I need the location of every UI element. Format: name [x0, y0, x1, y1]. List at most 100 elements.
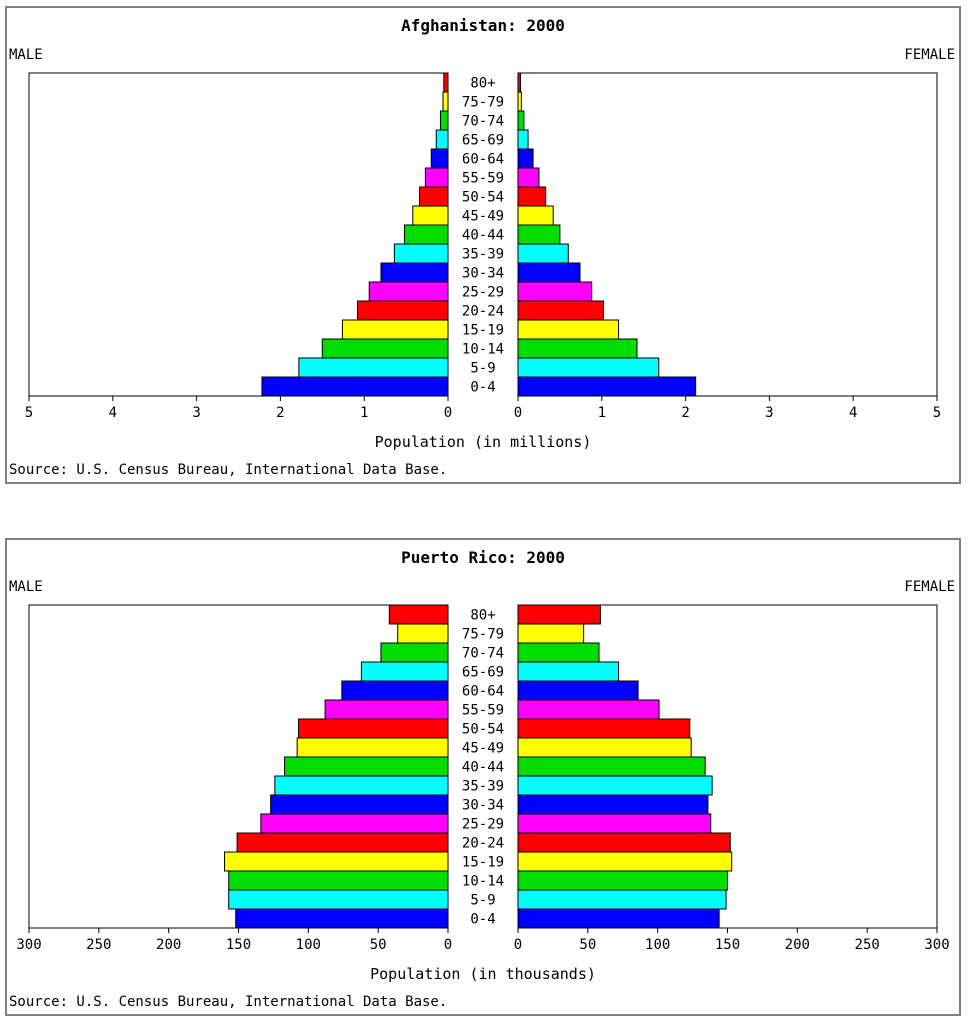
female-bar: [517, 205, 554, 226]
female-bar: [517, 300, 604, 321]
female-bar: [517, 148, 534, 169]
age-group-label: 0-4: [470, 380, 495, 396]
pyramid-chart-afghanistan: Afghanistan: 2000 MALE FEMALE 80+ 75-79 70-74…: [9, 16, 955, 478]
age-group-label: 30-34: [462, 798, 504, 814]
age-group-label: 40-44: [462, 228, 504, 244]
male-bar: [298, 357, 449, 378]
male-bar: [393, 243, 449, 264]
male-bar: [298, 718, 449, 739]
male-tick-label: 300: [16, 937, 41, 953]
female-tick-label: 4: [849, 405, 857, 421]
female-tick-label: 3: [765, 405, 773, 421]
age-group-label: 5-9: [470, 893, 495, 909]
male-bar: [284, 756, 449, 777]
female-tick-label: 50: [579, 937, 596, 953]
female-bar: [517, 281, 593, 302]
female-tick-label: 2: [681, 405, 689, 421]
female-bar: [517, 642, 600, 663]
male-tick-label: 100: [296, 937, 321, 953]
chart-title: Afghanistan: 2000: [401, 16, 565, 35]
male-bar: [430, 148, 449, 169]
female-tick-label: 300: [924, 937, 949, 953]
female-bar: [517, 224, 561, 245]
female-label: FEMALE: [904, 579, 955, 595]
male-tick-label: 3: [192, 405, 200, 421]
age-group-label: 10-14: [462, 342, 504, 358]
female-tick-label: 250: [855, 937, 880, 953]
male-bar: [419, 186, 449, 207]
age-group-label: 35-39: [462, 779, 504, 795]
age-group-label: 15-19: [462, 855, 504, 871]
female-bar: [517, 319, 620, 340]
male-bar: [442, 91, 449, 112]
female-bar: [517, 718, 691, 739]
female-tick-label: 0: [514, 405, 522, 421]
female-bar: [517, 604, 601, 625]
female-bar: [517, 756, 706, 777]
male-tick-label: 150: [226, 937, 251, 953]
male-bar: [412, 205, 449, 226]
male-bar: [356, 300, 449, 321]
pyramid-panel-puerto-rico: Puerto Rico: 2000 MALE FEMALE 80+ 75-79 70-74…: [5, 538, 961, 1016]
pyramid-panel-afghanistan: Afghanistan: 2000 MALE FEMALE 80+ 75-79 70-74…: [5, 6, 961, 484]
female-bar: [517, 243, 569, 264]
male-bar: [403, 224, 449, 245]
male-bar: [435, 129, 449, 150]
female-tick-label: 200: [785, 937, 810, 953]
female-bar: [517, 110, 525, 131]
age-group-label: 15-19: [462, 323, 504, 339]
female-bar: [517, 91, 522, 112]
female-bar: [517, 699, 660, 720]
age-group-label: 65-69: [462, 665, 504, 681]
male-bar: [380, 642, 449, 663]
male-bar: [360, 661, 449, 682]
female-bar: [517, 775, 713, 796]
x-axis-label: Population (in thousands): [370, 965, 596, 983]
male-bar: [368, 281, 449, 302]
male-bar: [324, 699, 449, 720]
male-tick-label: 4: [109, 405, 117, 421]
age-group-label: 70-74: [462, 646, 504, 662]
male-bar: [236, 832, 449, 853]
age-group-label: 65-69: [462, 133, 504, 149]
age-group-label: 45-49: [462, 209, 504, 225]
age-group-label: 25-29: [462, 285, 504, 301]
male-bar: [261, 376, 449, 397]
male-label: MALE: [9, 579, 43, 595]
male-bar: [270, 794, 449, 815]
source-note: Source: U.S. Census Bureau, Internationa…: [9, 462, 447, 478]
female-bar: [517, 129, 529, 150]
male-bar: [341, 319, 449, 340]
female-tick-label: 1: [598, 405, 606, 421]
male-tick-label: 2: [276, 405, 284, 421]
male-bar: [228, 889, 449, 910]
female-bar: [517, 623, 585, 644]
age-group-label: 55-59: [462, 703, 504, 719]
female-tick-label: 0: [514, 937, 522, 953]
male-tick-label: 1: [360, 405, 368, 421]
male-bar: [388, 604, 449, 625]
age-group-label: 30-34: [462, 266, 504, 282]
male-bar: [235, 908, 449, 929]
x-axis-label: Population (in millions): [375, 433, 592, 451]
age-group-label: 55-59: [462, 171, 504, 187]
female-bar: [517, 376, 697, 397]
female-tick-label: 5: [933, 405, 941, 421]
male-tick-label: 250: [86, 937, 111, 953]
female-bar: [517, 680, 639, 701]
female-bar: [517, 851, 733, 872]
source-note: Source: U.S. Census Bureau, Internationa…: [9, 994, 447, 1010]
male-bar: [296, 737, 449, 758]
chart-title: Puerto Rico: 2000: [401, 548, 565, 567]
female-bar: [517, 72, 522, 93]
age-group-label: 60-64: [462, 684, 504, 700]
age-group-label: 80+: [470, 608, 495, 624]
male-bar: [260, 813, 449, 834]
male-bar: [224, 851, 449, 872]
age-group-label: 20-24: [462, 304, 504, 320]
male-bar: [321, 338, 449, 359]
female-bar: [517, 338, 638, 359]
female-bar: [517, 661, 620, 682]
male-bar: [397, 623, 449, 644]
male-label: MALE: [9, 47, 43, 63]
